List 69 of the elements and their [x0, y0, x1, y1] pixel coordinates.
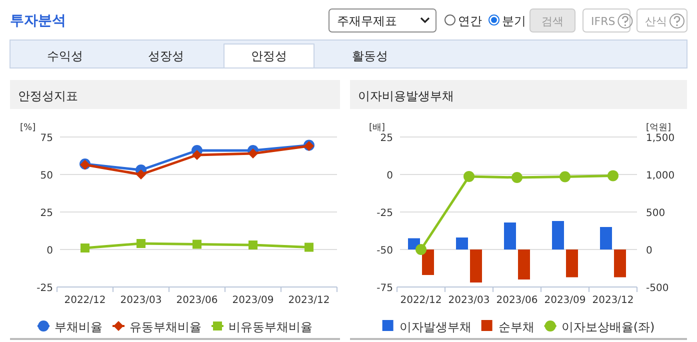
x-tick-label: 2023/12	[288, 295, 330, 306]
bar	[552, 221, 564, 250]
text: 분기	[502, 14, 526, 28]
y2-tick-label: 0	[646, 246, 652, 256]
text: 활동성	[352, 49, 388, 63]
bar	[518, 250, 530, 280]
text: 검색	[542, 15, 564, 28]
bar	[600, 227, 612, 250]
x-tick-label: 2022/12	[64, 295, 106, 306]
chart-title: 안정성지표	[18, 89, 78, 103]
y-tick-label: 0	[46, 246, 53, 256]
x-tick-label: 2023/03	[448, 295, 490, 306]
legend-label: 유동부채비율	[130, 320, 202, 334]
legend-label: 이자발생부채	[399, 320, 472, 334]
y2-tick-label: 1,000	[646, 170, 675, 182]
x-tick-label: 2023/03	[120, 295, 162, 306]
legend-label: 부채비율	[54, 320, 102, 334]
bar	[422, 250, 434, 275]
chart-title: 이자비용발생부채	[358, 89, 454, 103]
y2-tick-label: -500	[646, 283, 669, 294]
point	[248, 240, 258, 250]
y-tick-label: 25	[40, 208, 53, 219]
point	[136, 170, 146, 180]
point	[464, 170, 474, 182]
y2-tick-label: 500	[646, 208, 666, 219]
y-tick-label: 75	[40, 133, 53, 144]
y-axis-title: [%]	[20, 123, 36, 133]
point	[304, 242, 314, 252]
y-tick-label: 50	[40, 170, 53, 182]
y-tick-label: 0	[386, 170, 393, 182]
y2-axis-title: [억원]	[646, 123, 672, 133]
point	[136, 239, 146, 248]
x-tick-label: 2023/09	[232, 295, 274, 306]
point	[80, 244, 90, 252]
y-tick-label: 25	[380, 133, 393, 144]
y-axis-title: [배]	[369, 123, 386, 133]
legend-label: 비유동부채비율	[228, 320, 312, 334]
x-tick-label: 2023/09	[544, 295, 586, 306]
text: 산식	[645, 15, 667, 28]
bar	[614, 250, 626, 278]
x-tick-label: 2022/12	[400, 295, 442, 306]
y-tick-label: -25	[376, 208, 393, 219]
bar	[504, 222, 516, 250]
x-tick-label: 2023/06	[176, 295, 218, 306]
point	[192, 240, 202, 249]
bar	[470, 250, 482, 282]
text: 연간	[458, 14, 482, 28]
point	[512, 172, 522, 183]
point	[416, 244, 426, 255]
text: 성장성	[148, 49, 184, 63]
point	[608, 170, 618, 182]
legend-label: 순부채	[498, 320, 534, 334]
text: 안정성	[251, 49, 287, 63]
y-tick-label: -75	[376, 283, 393, 294]
y2-tick-label: 1,500	[646, 133, 675, 144]
bar	[456, 238, 468, 250]
bar	[566, 250, 578, 278]
legend-label: 이자보상배율(좌)	[561, 320, 655, 334]
x-tick-label: 2023/12	[592, 295, 634, 306]
y-tick-label: -50	[376, 246, 393, 256]
y-tick-label: -25	[36, 283, 53, 294]
text: 수익성	[47, 49, 83, 63]
text: 주재무제표	[337, 14, 397, 28]
point	[192, 150, 202, 160]
point	[560, 171, 570, 182]
point	[248, 148, 258, 158]
text: 투자분석	[10, 13, 66, 29]
text: IFRS	[591, 15, 616, 28]
x-tick-label: 2023/06	[496, 295, 538, 306]
